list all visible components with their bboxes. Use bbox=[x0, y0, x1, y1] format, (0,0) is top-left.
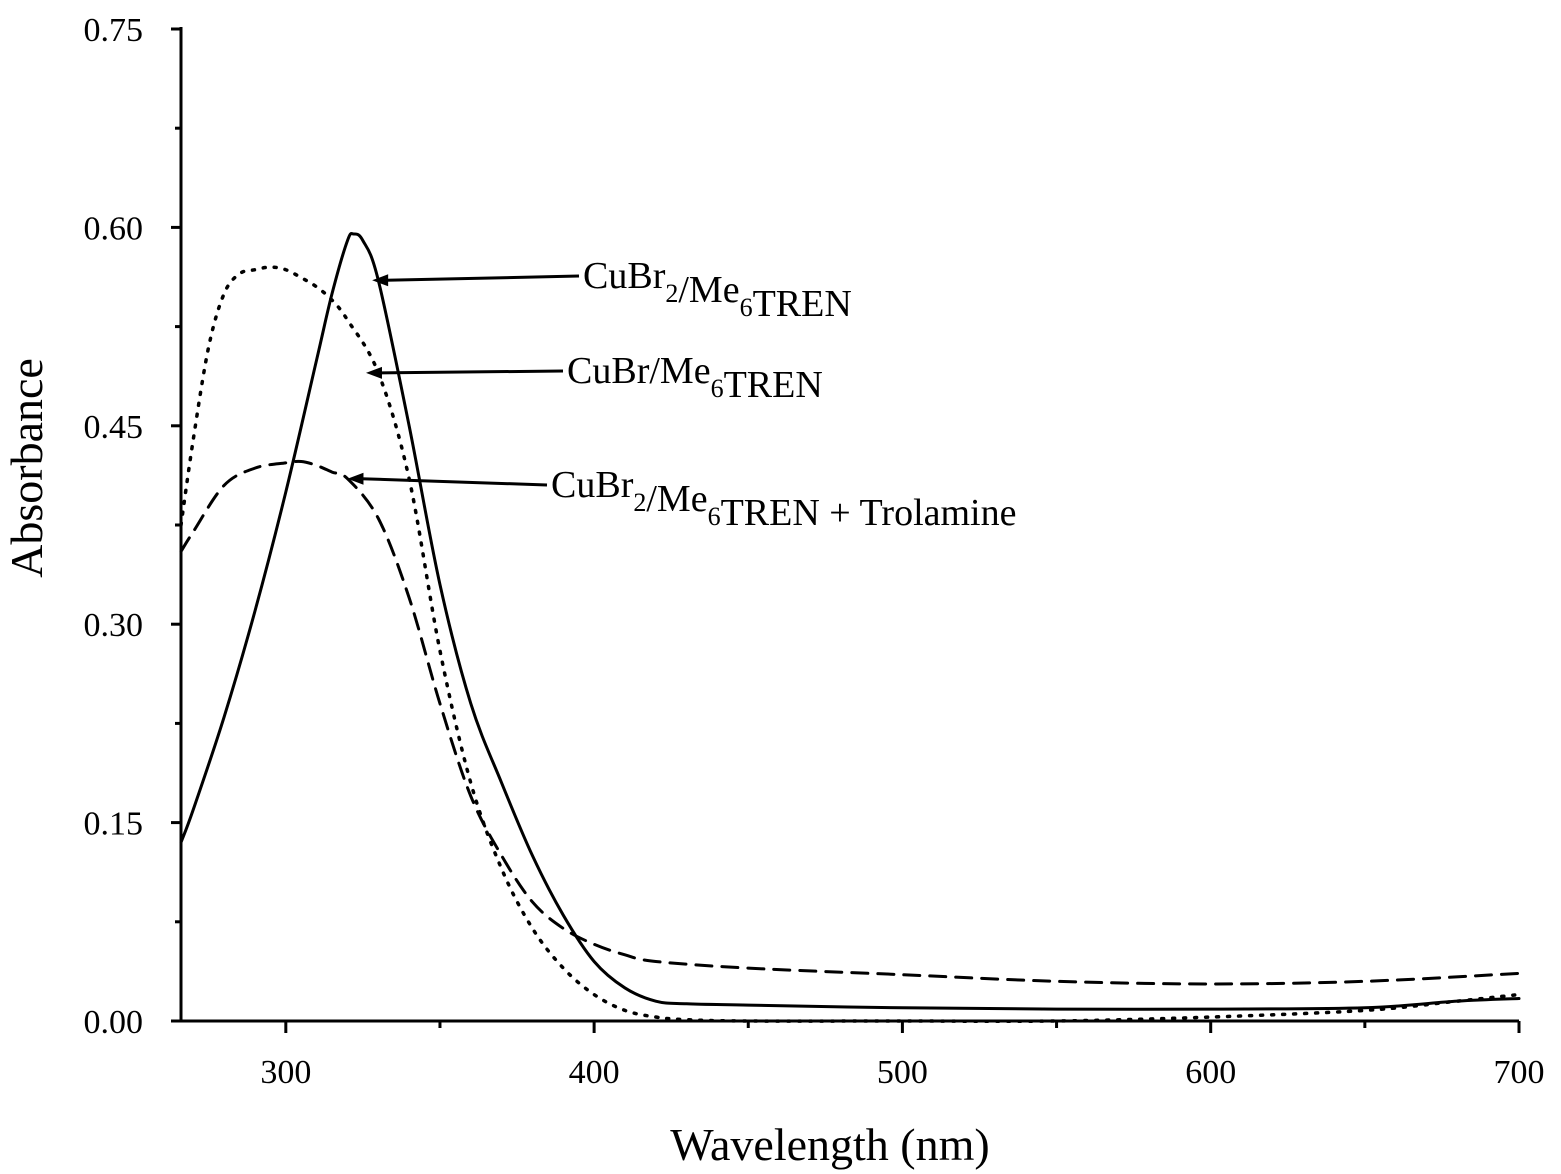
x-axis-title: Wavelength (nm) bbox=[670, 1119, 989, 1170]
annotation-arrowhead bbox=[372, 274, 389, 287]
plot-lines bbox=[179, 232, 1521, 1024]
y-tick-label: 0.15 bbox=[84, 806, 144, 843]
y-tick-label: 0.60 bbox=[84, 210, 144, 247]
axes: 0.00 0.15 0.30 0.45 0.60 0.75 300 400 500 600 700 bbox=[84, 12, 1545, 1091]
annotation-label: CuBr2/Me6TREN + Trolamine bbox=[551, 464, 1016, 534]
x-tick-label: 300 bbox=[260, 1054, 311, 1091]
y-tick-label: 0.30 bbox=[84, 607, 144, 644]
annotation-arrow-line bbox=[361, 477, 548, 487]
x-tick-label: 500 bbox=[877, 1054, 928, 1091]
annotation-arrowhead bbox=[347, 472, 364, 485]
annotation-arrow-line bbox=[379, 369, 564, 375]
y-tick-label: 0.45 bbox=[84, 409, 144, 446]
x-tick-label: 600 bbox=[1185, 1054, 1236, 1091]
series-line-0 bbox=[179, 232, 1521, 1011]
y-tick-label: 0.00 bbox=[84, 1004, 144, 1041]
annotation-label: CuBr/Me6TREN bbox=[567, 350, 823, 406]
x-tick-label: 700 bbox=[1494, 1054, 1545, 1091]
annotation-arrowhead bbox=[365, 366, 382, 379]
annotation-label: CuBr2/Me6TREN bbox=[583, 255, 852, 325]
series-line-2 bbox=[179, 459, 1521, 986]
annotation-arrow-line bbox=[386, 274, 580, 282]
annotations: CuBr2/Me6TREN CuBr/Me6TREN CuBr2/Me6TREN +… bbox=[347, 255, 1016, 534]
y-tick-label: 0.75 bbox=[84, 12, 144, 49]
x-tick-label: 400 bbox=[569, 1054, 620, 1091]
y-axis-title: Absorbance bbox=[1, 358, 52, 578]
series-line-1 bbox=[179, 265, 1521, 1024]
